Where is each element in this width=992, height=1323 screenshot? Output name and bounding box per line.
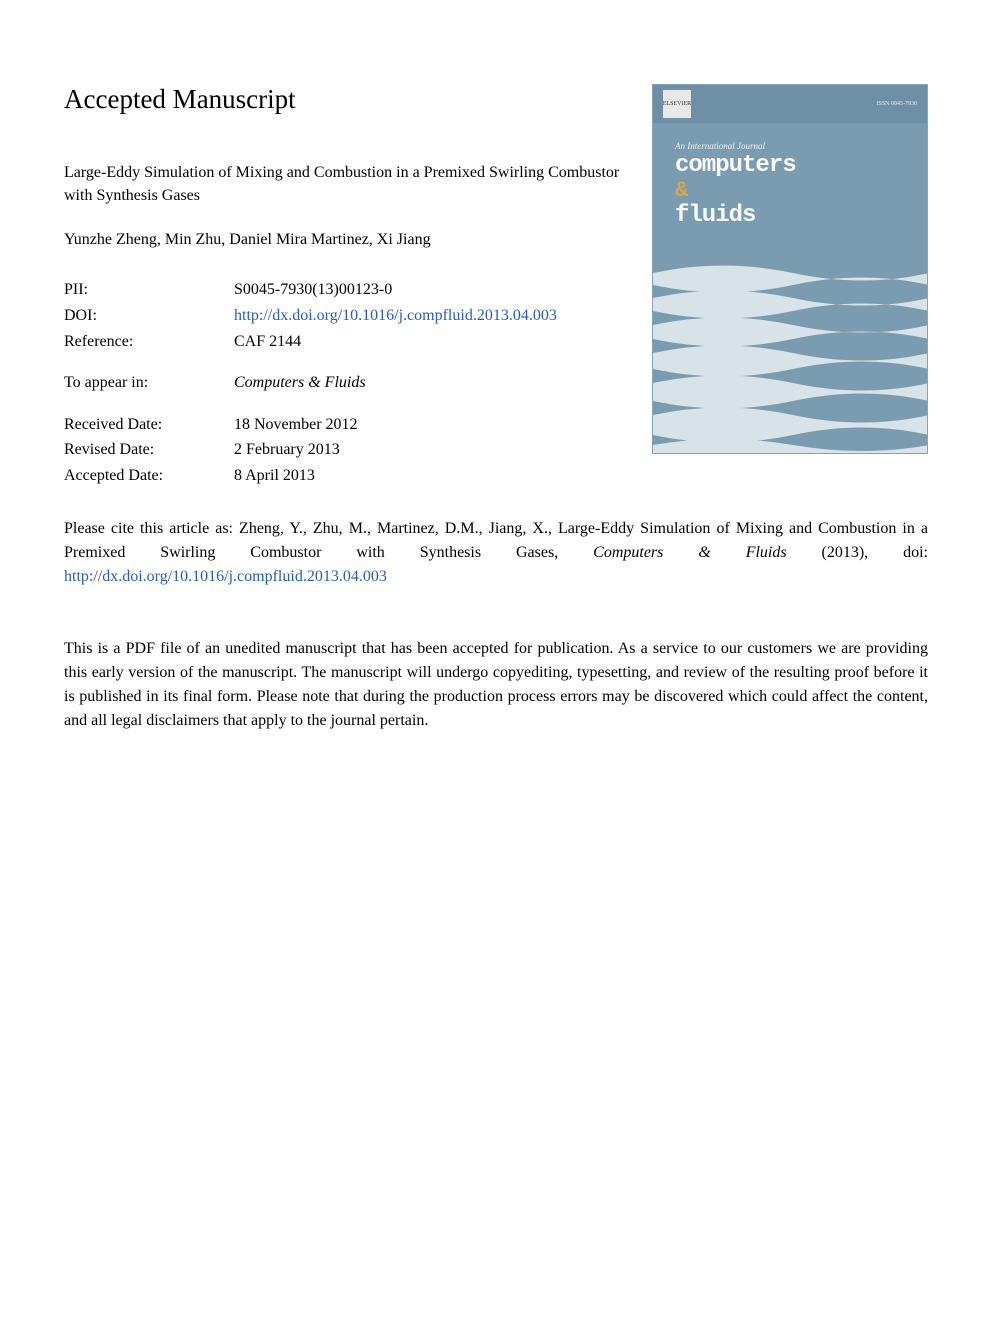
meta-value-pii: S0045-7930(13)00123-0	[234, 277, 392, 303]
meta-value-appear: Computers & Fluids	[234, 370, 366, 396]
citation-paragraph: Please cite this article as: Zheng, Y., …	[64, 517, 928, 589]
meta-value-received: 18 November 2012	[234, 412, 358, 438]
cover-subtitle: An International Journal	[675, 141, 913, 151]
authors: Yunzhe Zheng, Min Zhu, Daniel Mira Marti…	[64, 231, 632, 249]
meta-label-revised: Revised Date:	[64, 437, 234, 463]
meta-row-pii: PII: S0045-7930(13)00123-0	[64, 277, 632, 303]
doi-link[interactable]: http://dx.doi.org/10.1016/j.compfluid.20…	[234, 303, 557, 329]
cover-title-sep: &	[675, 178, 687, 203]
cover-title-line1: computers	[675, 152, 796, 179]
elsevier-logo-icon: ELSEVIER	[663, 90, 691, 118]
citation-doi-link[interactable]: http://dx.doi.org/10.1016/j.compfluid.20…	[64, 568, 387, 585]
article-title: Large-Eddy Simulation of Mixing and Comb…	[64, 161, 632, 207]
meta-row-accepted: Accepted Date: 8 April 2013	[64, 463, 632, 489]
meta-label-doi: DOI:	[64, 303, 234, 329]
left-column: Accepted Manuscript Large-Eddy Simulatio…	[64, 84, 632, 489]
meta-label-appear: To appear in:	[64, 370, 234, 396]
meta-label-reference: Reference:	[64, 329, 234, 355]
meta-row-revised: Revised Date: 2 February 2013	[64, 437, 632, 463]
meta-value-revised: 2 February 2013	[234, 437, 340, 463]
meta-label-received: Received Date:	[64, 412, 234, 438]
meta-value-accepted: 8 April 2013	[234, 463, 315, 489]
journal-cover-thumbnail: ELSEVIER ISSN 0045-7930 An International…	[652, 84, 928, 454]
metadata-table: PII: S0045-7930(13)00123-0 DOI: http://d…	[64, 277, 632, 488]
header-row: Accepted Manuscript Large-Eddy Simulatio…	[64, 84, 928, 489]
page-heading: Accepted Manuscript	[64, 84, 632, 115]
meta-value-reference: CAF 2144	[234, 329, 301, 355]
meta-row-appear: To appear in: Computers & Fluids	[64, 370, 632, 396]
cover-issn: ISSN 0045-7930	[876, 101, 917, 107]
meta-row-doi: DOI: http://dx.doi.org/10.1016/j.compflu…	[64, 303, 632, 329]
cover-topbar: ELSEVIER ISSN 0045-7930	[653, 85, 927, 123]
meta-label-accepted: Accepted Date:	[64, 463, 234, 489]
cover-title: computers & fluids	[675, 153, 913, 229]
cover-waves-icon	[653, 253, 928, 453]
cover-title-block: An International Journal computers & flu…	[675, 141, 913, 229]
citation-year: (2013), doi:	[787, 544, 928, 561]
disclaimer-paragraph: This is a PDF file of an unedited manusc…	[64, 637, 928, 733]
meta-row-reference: Reference: CAF 2144	[64, 329, 632, 355]
citation-journal: Computers & Fluids	[593, 544, 786, 561]
cover-title-line2: fluids	[675, 202, 755, 229]
meta-row-received: Received Date: 18 November 2012	[64, 412, 632, 438]
meta-label-pii: PII:	[64, 277, 234, 303]
